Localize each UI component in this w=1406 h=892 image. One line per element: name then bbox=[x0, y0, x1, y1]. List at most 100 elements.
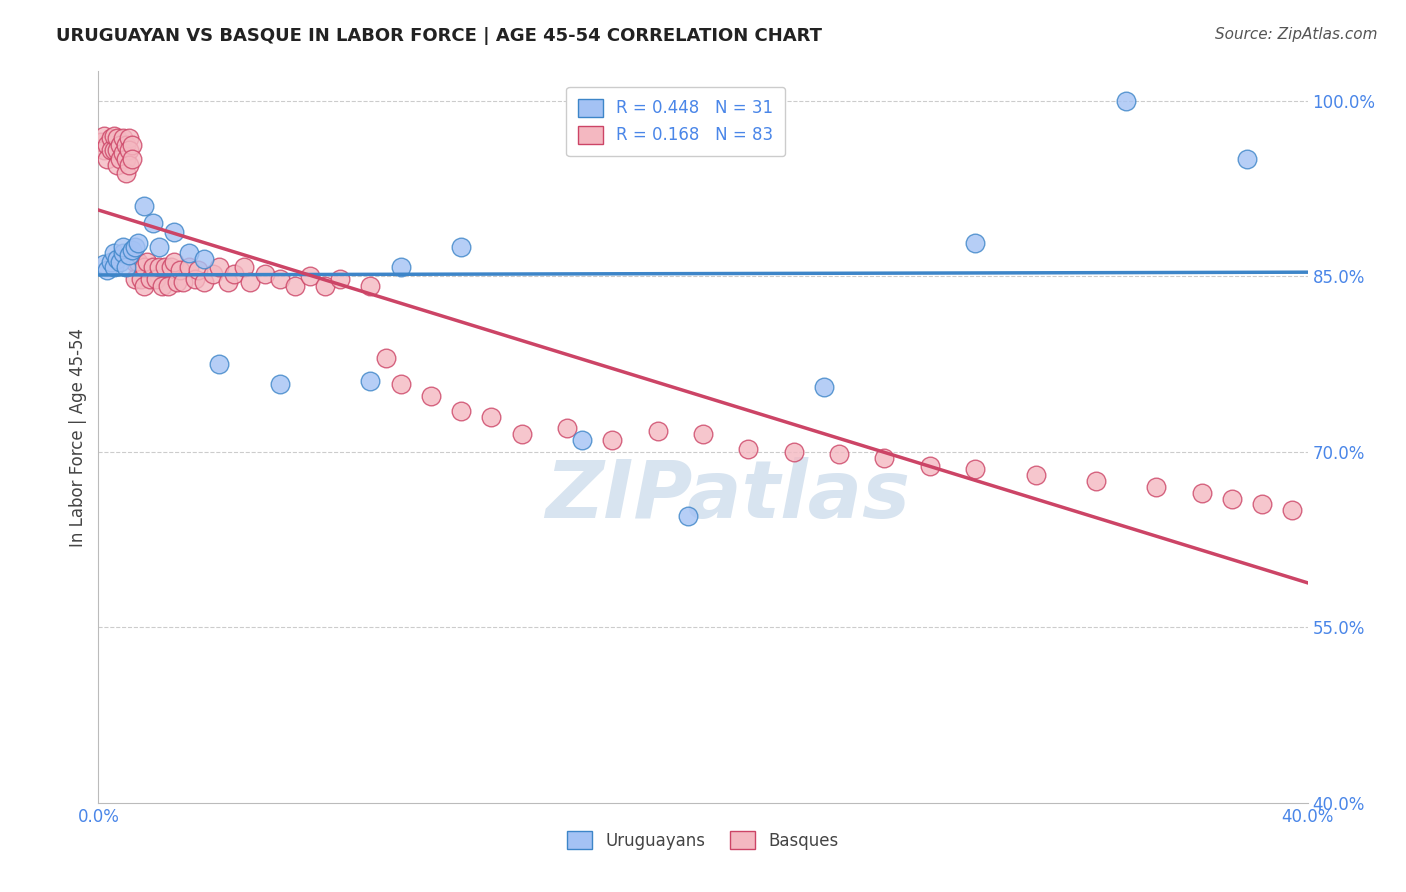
Point bbox=[813, 380, 835, 394]
Point bbox=[108, 152, 131, 166]
Point bbox=[105, 143, 128, 157]
Point bbox=[269, 271, 291, 285]
Point bbox=[100, 255, 122, 269]
Point bbox=[105, 158, 128, 172]
Point bbox=[148, 240, 170, 254]
Point bbox=[124, 255, 146, 269]
Point bbox=[111, 146, 134, 161]
Point bbox=[132, 278, 155, 293]
Text: ZIPatlas: ZIPatlas bbox=[544, 457, 910, 534]
Point bbox=[299, 269, 322, 284]
Point bbox=[1191, 485, 1213, 500]
Point bbox=[253, 267, 276, 281]
Point bbox=[142, 260, 165, 274]
Point bbox=[571, 433, 593, 447]
Point bbox=[360, 278, 382, 293]
Point bbox=[160, 260, 183, 274]
Point bbox=[114, 260, 136, 274]
Point bbox=[108, 255, 131, 269]
Point bbox=[184, 271, 207, 285]
Point bbox=[481, 409, 503, 424]
Point bbox=[374, 351, 396, 365]
Point bbox=[965, 462, 987, 476]
Point bbox=[1251, 497, 1274, 511]
Point bbox=[139, 271, 162, 285]
Point bbox=[193, 275, 215, 289]
Point bbox=[1085, 474, 1108, 488]
Point bbox=[179, 245, 201, 260]
Point bbox=[114, 166, 136, 180]
Point bbox=[1281, 503, 1303, 517]
Point bbox=[169, 263, 191, 277]
Point bbox=[1144, 480, 1167, 494]
Point bbox=[166, 275, 188, 289]
Point bbox=[1115, 94, 1137, 108]
Point bbox=[202, 267, 225, 281]
Point bbox=[103, 245, 125, 260]
Point bbox=[124, 271, 146, 285]
Point bbox=[647, 424, 669, 438]
Point bbox=[172, 275, 194, 289]
Point bbox=[105, 252, 128, 266]
Point bbox=[100, 143, 122, 157]
Legend: Uruguayans, Basques: Uruguayans, Basques bbox=[561, 824, 845, 856]
Point bbox=[129, 271, 152, 285]
Point bbox=[121, 152, 143, 166]
Point bbox=[148, 260, 170, 274]
Point bbox=[284, 278, 307, 293]
Point bbox=[118, 143, 141, 157]
Point bbox=[420, 388, 443, 402]
Point bbox=[132, 260, 155, 274]
Point bbox=[269, 376, 291, 391]
Point bbox=[510, 427, 533, 442]
Point bbox=[329, 271, 352, 285]
Point bbox=[555, 421, 578, 435]
Point bbox=[163, 225, 186, 239]
Point bbox=[105, 131, 128, 145]
Point bbox=[965, 236, 987, 251]
Text: Source: ZipAtlas.com: Source: ZipAtlas.com bbox=[1215, 27, 1378, 42]
Point bbox=[90, 135, 112, 149]
Point bbox=[124, 240, 146, 254]
Point bbox=[389, 376, 412, 391]
Point bbox=[676, 509, 699, 524]
Point bbox=[103, 260, 125, 274]
Point bbox=[602, 433, 624, 447]
Point bbox=[127, 255, 149, 269]
Point bbox=[187, 263, 209, 277]
Point bbox=[208, 260, 231, 274]
Point bbox=[1236, 152, 1258, 166]
Point bbox=[783, 444, 806, 458]
Point bbox=[828, 447, 851, 461]
Text: URUGUAYAN VS BASQUE IN LABOR FORCE | AGE 45-54 CORRELATION CHART: URUGUAYAN VS BASQUE IN LABOR FORCE | AGE… bbox=[56, 27, 823, 45]
Point bbox=[918, 458, 941, 473]
Point bbox=[96, 138, 118, 153]
Point bbox=[314, 278, 336, 293]
Point bbox=[100, 131, 122, 145]
Point bbox=[1024, 468, 1046, 483]
Point bbox=[96, 152, 118, 166]
Y-axis label: In Labor Force | Age 45-54: In Labor Force | Age 45-54 bbox=[69, 327, 87, 547]
Point bbox=[111, 131, 134, 145]
Point bbox=[692, 427, 714, 442]
Point bbox=[96, 263, 118, 277]
Point bbox=[153, 260, 176, 274]
Point bbox=[111, 240, 134, 254]
Point bbox=[179, 260, 201, 274]
Point bbox=[239, 275, 262, 289]
Point bbox=[1220, 491, 1243, 506]
Point bbox=[193, 252, 215, 266]
Point bbox=[111, 245, 134, 260]
Point bbox=[873, 450, 896, 465]
Point bbox=[150, 278, 173, 293]
Point bbox=[93, 128, 115, 143]
Point bbox=[224, 267, 246, 281]
Point bbox=[118, 131, 141, 145]
Point bbox=[217, 275, 239, 289]
Point bbox=[232, 260, 254, 274]
Point bbox=[114, 138, 136, 153]
Point bbox=[93, 257, 115, 271]
Point bbox=[450, 240, 472, 254]
Point bbox=[163, 255, 186, 269]
Point bbox=[121, 244, 143, 258]
